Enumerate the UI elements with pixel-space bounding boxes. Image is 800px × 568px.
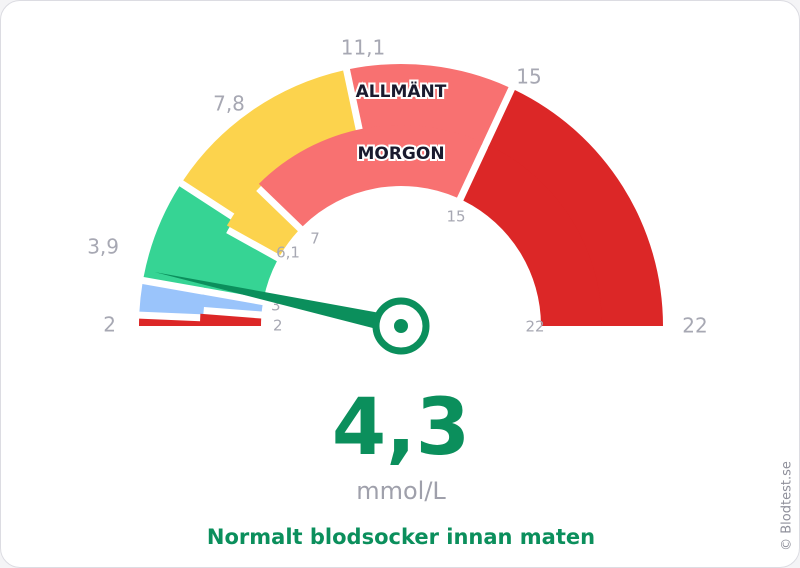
- allmant-tick-label: 3,9: [87, 235, 119, 259]
- allmant-tick-label: 15: [516, 65, 541, 89]
- allmant-segment-1: [139, 283, 206, 315]
- reading-unit: mmol/L: [356, 477, 446, 505]
- allmant-tick-label: 22: [682, 314, 707, 338]
- gauge-needle: [154, 272, 430, 355]
- morgon-tick-label: 6,1: [276, 244, 300, 262]
- morgon-segment-0: [200, 313, 262, 326]
- reading-value: 4,3: [331, 383, 471, 473]
- morgon-tick-label: 22: [525, 318, 544, 336]
- allmant-tick-label: 2: [103, 313, 116, 337]
- morgon-tick-label: 3: [271, 297, 281, 315]
- morgon-tick-label: 15: [446, 208, 465, 226]
- morgon-tick-label: 2: [273, 317, 283, 335]
- band-label-morgon: MORGON: [357, 144, 444, 164]
- copyright-watermark: © Blodtest.se: [779, 461, 795, 551]
- morgon-segment-1: [200, 294, 263, 312]
- allmant-segment-0: [139, 318, 204, 326]
- band-label-allmant: ALLMÄNT: [356, 80, 447, 102]
- morgon-segment-2: [203, 231, 277, 299]
- morgon-segment-4: [258, 125, 483, 227]
- allmant-tick-label: 11,1: [341, 36, 386, 60]
- status-text: Normalt blodsocker innan maten: [206, 525, 596, 549]
- morgon-segment-3: [226, 188, 298, 256]
- morgon-band: [200, 125, 602, 326]
- morgon-tick-label: 7: [310, 230, 320, 248]
- needle-hub-center: [394, 319, 408, 333]
- allmant-tick-label: 7,8: [213, 92, 245, 116]
- needle-pointer: [154, 272, 403, 335]
- allmant-segment-5: [487, 90, 663, 326]
- morgon-segment-5: [463, 145, 602, 326]
- allmant-segment-3: [183, 70, 357, 216]
- allmant-segment-4: [349, 63, 509, 146]
- allmant-band: [139, 63, 663, 326]
